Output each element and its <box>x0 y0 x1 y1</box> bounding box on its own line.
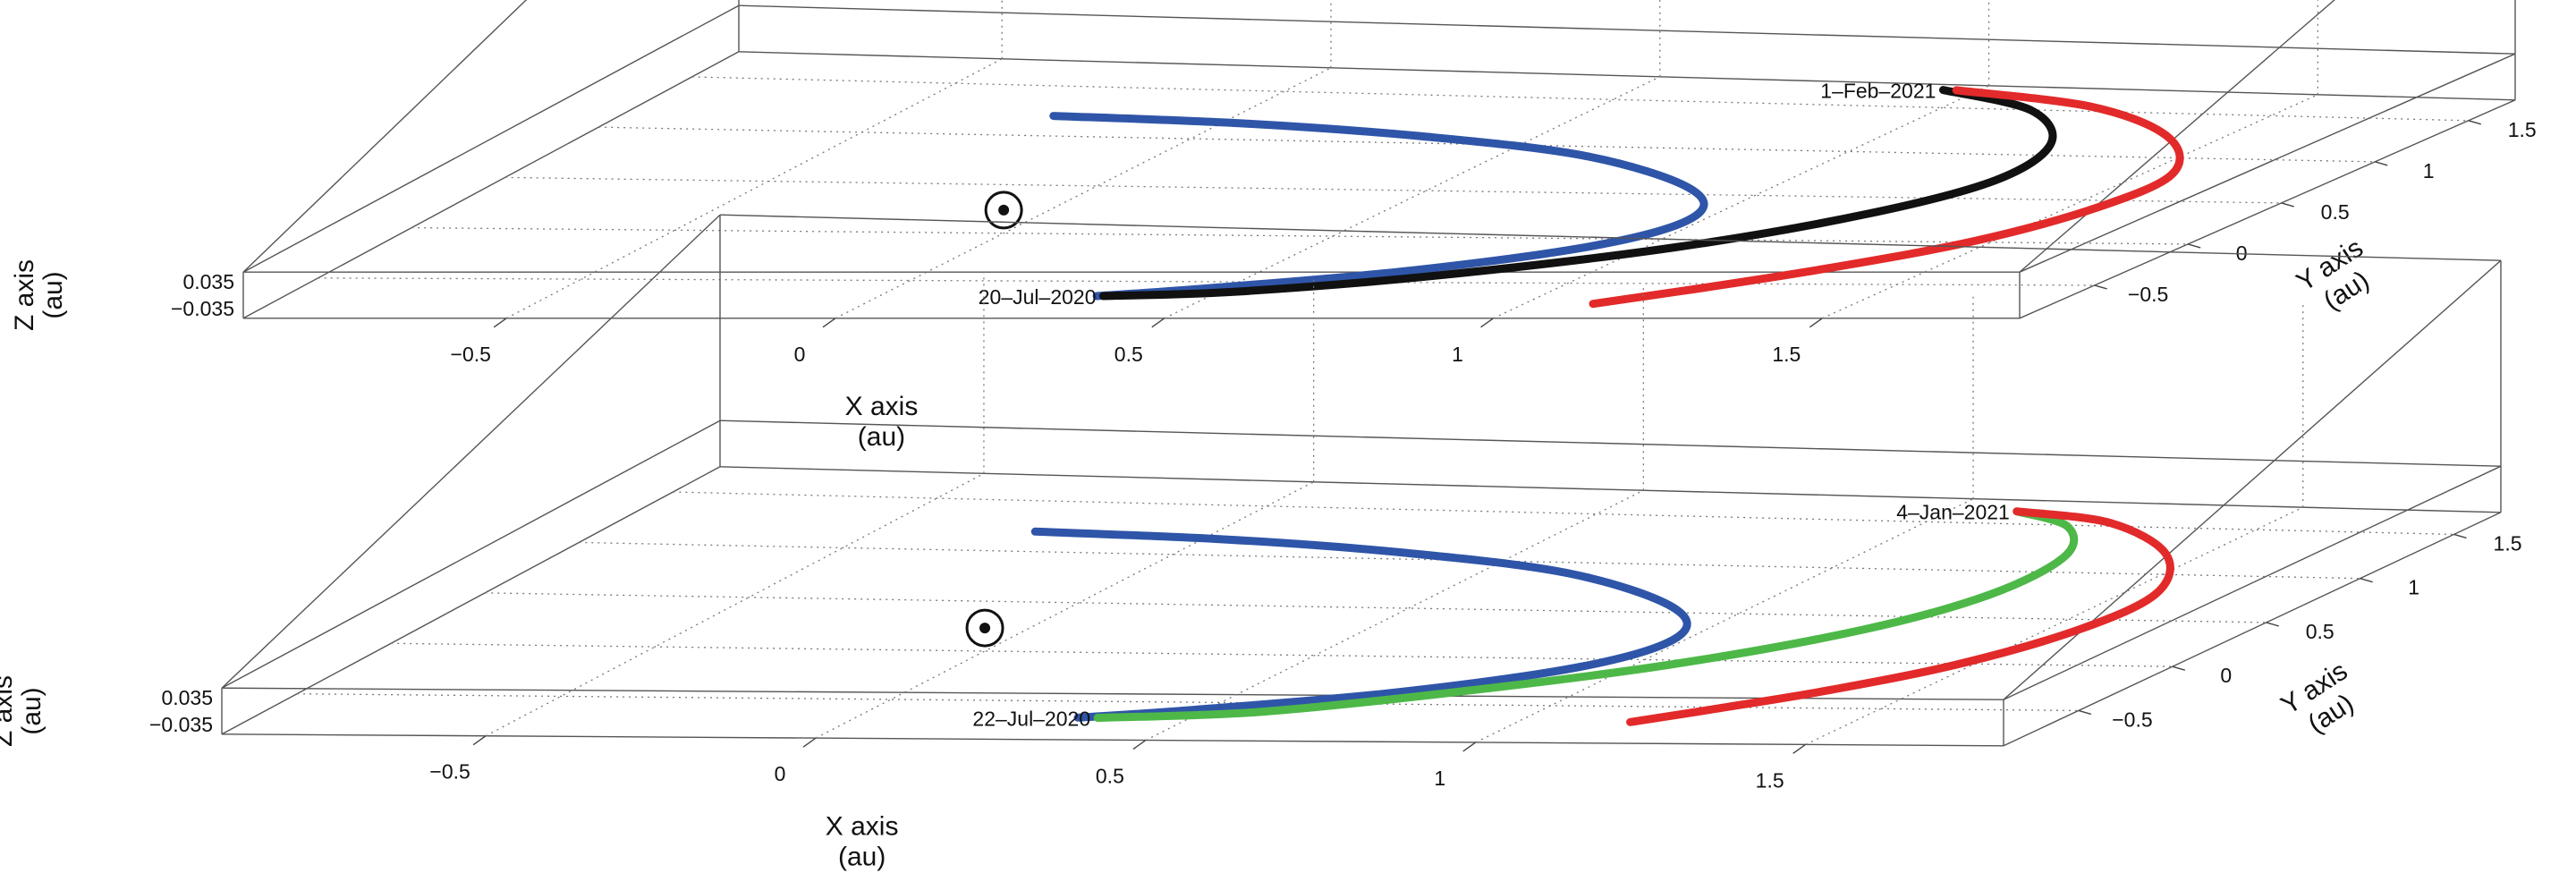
grid-line-x <box>815 481 1314 739</box>
x-tick-label: 1 <box>1452 343 1463 366</box>
date-annotation: 1–Feb–2021 <box>1820 80 1936 103</box>
orbit-series-2 <box>1626 507 2174 726</box>
wall-edge <box>221 214 721 689</box>
y-tick-label: 1 <box>2408 576 2419 599</box>
x-tick <box>1809 318 1823 328</box>
box-edge <box>221 687 2004 700</box>
y-tick <box>2360 577 2373 583</box>
x-tick-label: 0 <box>775 762 786 785</box>
x-tick <box>493 318 507 328</box>
x-tick-label: 1 <box>1434 767 1445 790</box>
box-edge <box>738 4 2516 55</box>
z-tick-label: 0.035 <box>182 270 234 293</box>
x-axis-label: X axis (au) <box>826 811 899 871</box>
sun-icon-center <box>998 204 1010 216</box>
wall-edge <box>2019 0 2335 273</box>
box-edge <box>242 4 740 273</box>
x-tick <box>1792 743 1807 754</box>
grid-line-x <box>505 58 1003 319</box>
y-tick-label: −0.5 <box>2128 283 2168 306</box>
y-tick <box>2266 622 2279 627</box>
y-tick <box>2375 161 2388 166</box>
wall-edge <box>719 214 2502 261</box>
bottom-panel: −0.5 0 0.5 1 1.5 −0.5 0 0.5 1 1.5 0.035 −0.035 X axi… <box>0 214 2522 871</box>
x-tick-label: −0.5 <box>429 760 470 784</box>
y-tick-label: 0 <box>2236 242 2248 265</box>
y-tick <box>2078 709 2092 716</box>
x-tick <box>1132 739 1147 750</box>
orbit-series-2 <box>1589 86 2184 309</box>
y-tick <box>2172 665 2186 671</box>
grid-line-y <box>391 642 2173 667</box>
y-tick-label: 0 <box>2220 664 2232 687</box>
grid-line-x <box>1475 498 1974 743</box>
x-tick-label: 0 <box>794 343 806 366</box>
z-tick-label: 0.035 <box>161 686 213 709</box>
x-tick-label: 0.5 <box>1096 765 1124 788</box>
box-edge <box>221 420 721 689</box>
date-annotation: 22–Jul–2020 <box>972 707 1090 730</box>
x-axis-label: X axis (au) <box>845 392 919 452</box>
x-tick <box>1480 318 1494 328</box>
y-tick <box>2281 202 2294 208</box>
z-axis-label: Z axis(au) <box>0 675 47 747</box>
box-edge <box>242 51 740 319</box>
x-tick-label: 1.5 <box>1756 768 1784 792</box>
y-tick-label: 0.5 <box>2321 200 2350 224</box>
z-axis-label: Z axis(au) <box>10 259 68 331</box>
x-tick <box>802 737 817 748</box>
orbit-series-1 <box>1099 86 2057 301</box>
grid-line-y <box>485 592 2267 623</box>
y-tick-label: −0.5 <box>2112 708 2152 731</box>
box-edge <box>2003 512 2502 747</box>
box-edge <box>2019 53 2516 273</box>
y-tick-label: 1 <box>2423 159 2435 182</box>
top-panel: −0.5 0 0.5 1 1.5 −0.5 0 0.5 1 1.5 0.035 −0.035 X axi… <box>10 0 2537 452</box>
grid-line-y <box>673 491 2454 536</box>
y-tick-label: 1.5 <box>2508 118 2537 141</box>
box-edge <box>2019 99 2516 319</box>
x-tick <box>1462 742 1477 752</box>
box-edge <box>221 466 721 735</box>
box-edge <box>719 466 2502 513</box>
date-annotation: 20–Jul–2020 <box>979 285 1097 309</box>
y-tick <box>2187 243 2201 249</box>
y-tick-label: 1.5 <box>2494 531 2522 555</box>
x-tick <box>1151 318 1165 328</box>
z-tick-label: −0.035 <box>149 713 213 736</box>
x-tick <box>472 735 487 746</box>
wall-edge <box>242 0 528 273</box>
y-axis-label: Y axis(au) <box>2275 657 2369 746</box>
y-tick <box>2453 533 2467 539</box>
y-tick <box>2094 284 2107 290</box>
grid-line-x <box>1145 489 1644 742</box>
y-tick <box>2468 120 2481 125</box>
box-edge <box>2003 465 2502 700</box>
z-tick-label: −0.035 <box>171 297 234 320</box>
grid-line-y <box>691 76 2469 122</box>
x-tick-label: 1.5 <box>1772 343 1801 366</box>
y-axis-label: Y axis(au) <box>2292 233 2385 323</box>
grid-line-x <box>1805 506 2304 745</box>
grid-line-y <box>504 176 2282 204</box>
x-tick-label: 0.5 <box>1114 343 1143 366</box>
box-edge <box>221 733 2004 747</box>
x-tick-label: −0.5 <box>451 343 491 366</box>
date-annotation: 4–Jan–2021 <box>1896 501 2010 524</box>
sun-icon-center <box>979 623 991 634</box>
orbit-series-0 <box>1049 112 1708 301</box>
y-tick-label: 0.5 <box>2306 620 2334 643</box>
grid-line-y <box>297 693 2079 712</box>
box-edge <box>738 51 2516 101</box>
x-tick <box>822 318 836 328</box>
box-edge <box>719 420 2502 467</box>
orbit-series-0 <box>1030 527 1691 722</box>
orbit-series-1 <box>1093 507 2079 722</box>
grid-line-x <box>1164 76 1661 319</box>
grid-line-y <box>318 277 2095 286</box>
